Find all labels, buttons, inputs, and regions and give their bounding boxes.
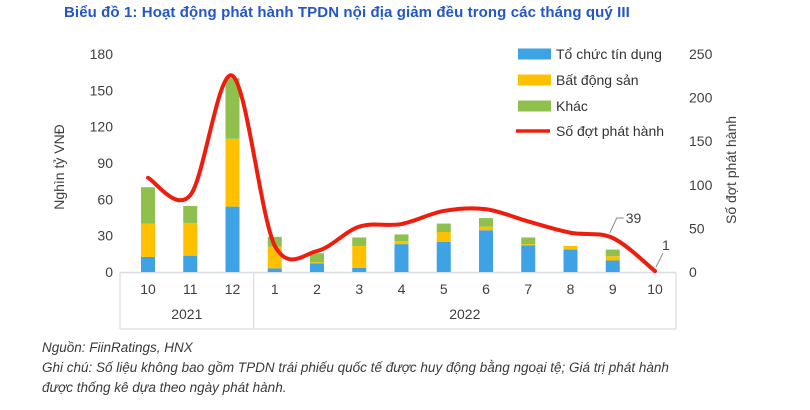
bar-segment (436, 232, 451, 242)
year-label: 2022 (449, 306, 480, 322)
bar-segment (352, 237, 367, 246)
right-axis-tick: 0 (689, 264, 697, 280)
bar-segment (521, 245, 536, 272)
month-label: 12 (225, 281, 241, 297)
month-label: 4 (398, 281, 406, 297)
bar-segment (563, 249, 578, 272)
bar-segment (141, 256, 155, 272)
bar-segment (183, 205, 198, 223)
right-axis-tick: 150 (689, 133, 713, 149)
bar-segment (183, 255, 198, 272)
legend-swatch (518, 74, 551, 86)
month-label: 6 (482, 281, 490, 297)
legend-swatch (518, 48, 551, 60)
bar-segment (394, 244, 409, 272)
left-axis-tick: 0 (105, 264, 113, 280)
right-axis-tick: 250 (689, 46, 713, 62)
right-axis: 0 50 100 150 200 250 Số đợt phát hành (689, 46, 739, 280)
left-axis-tick: 120 (90, 119, 114, 135)
line-data-label: 1 (662, 237, 670, 253)
bar-segment (479, 218, 493, 227)
line-data-label: 39 (626, 210, 642, 226)
stacked-bars (141, 78, 620, 272)
month-label: 3 (355, 281, 363, 297)
bar-segment (436, 223, 451, 233)
right-axis-tick: 100 (689, 177, 713, 193)
bar-segment (225, 206, 240, 272)
bar-segment (352, 245, 367, 268)
year-label: 2021 (171, 306, 202, 322)
month-label: 10 (140, 281, 156, 297)
bar-segment (563, 245, 578, 250)
source-note: Nguồn: FiinRatings, HNX (42, 340, 193, 355)
legend-label: Số đợt phát hành (556, 123, 664, 139)
bar-segment (605, 256, 620, 261)
month-label: 2 (313, 281, 321, 297)
bar-segment (521, 237, 536, 245)
month-label: 11 (183, 281, 198, 297)
leader-line (655, 252, 664, 268)
bar-segment (605, 249, 620, 257)
bar-segment (267, 268, 282, 272)
month-label: 1 (271, 281, 279, 297)
month-label: 5 (440, 281, 448, 297)
bar-segment (141, 187, 155, 224)
bar-segment (605, 260, 620, 272)
bar-segment (479, 230, 493, 272)
leader-line (609, 217, 624, 234)
left-axis-title: Nghìn tỷ VNĐ (51, 124, 67, 210)
legend-label: Tổ chức tín dụng (556, 46, 662, 62)
legend-label: Bất động sản (556, 72, 639, 88)
left-axis-tick: 90 (97, 155, 113, 171)
legend: Tổ chức tín dụng Bất động sản Khác Số đợt p… (516, 46, 664, 139)
bar-segment (521, 244, 536, 246)
bar-segment (310, 253, 324, 263)
bar-segment (479, 226, 493, 231)
bar-segment (225, 138, 240, 207)
left-axis-tick: 30 (97, 228, 113, 244)
bar-segment (394, 241, 409, 245)
month-label: 10 (647, 281, 663, 297)
bar-segment (436, 241, 451, 272)
bar-segment (352, 267, 367, 272)
left-axis-tick: 150 (90, 82, 114, 98)
bar-segment (310, 262, 324, 264)
bar-segment (183, 222, 198, 256)
month-label: 9 (609, 281, 617, 297)
right-axis-tick: 200 (689, 90, 713, 106)
left-axis: 0 30 60 90 120 150 180 Nghìn tỷ VNĐ (51, 46, 113, 280)
legend-swatch (518, 100, 551, 112)
left-axis-tick: 180 (90, 46, 114, 62)
line-path (146, 73, 657, 274)
month-label: 7 (524, 281, 532, 297)
legend-label: Khác (556, 98, 588, 114)
bar-segment (225, 78, 240, 139)
bar-segment (141, 223, 155, 257)
right-axis-tick: 50 (689, 220, 705, 236)
issuance-count-line (146, 73, 657, 274)
data-labels: 39 1 (609, 210, 670, 268)
methodology-note: Ghi chú: Số liệu không bao gồm TPDN trái… (42, 360, 669, 395)
right-axis-title: Số đợt phát hành (723, 116, 739, 224)
month-label: 8 (567, 281, 575, 297)
bar-segment (394, 234, 409, 242)
bar-segment (310, 263, 324, 272)
left-axis-tick: 60 (97, 191, 113, 207)
chart-title: Biểu đồ 1: Hoạt động phát hành TPDN nội … (64, 4, 630, 21)
chart-footnotes: Nguồn: FiinRatings, HNX Ghi chú: Số liệu… (42, 338, 702, 398)
